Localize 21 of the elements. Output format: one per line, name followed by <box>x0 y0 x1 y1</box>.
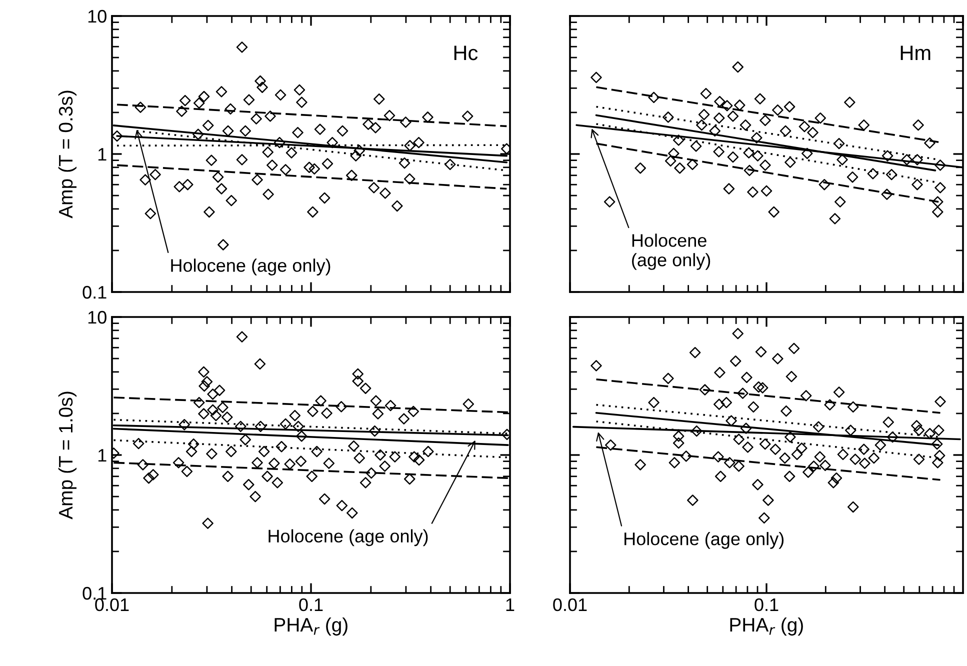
y-tick-label: 1 <box>98 449 106 462</box>
annotation: Holocene (age only) <box>632 234 710 270</box>
annotation: Holocene (age only) <box>171 258 330 276</box>
annotation: Hc <box>454 46 478 60</box>
annotation: Holocene (age only) <box>268 529 428 546</box>
annotation: Hm <box>900 46 930 60</box>
y-tick-label: 0.1 <box>82 586 106 600</box>
x-tick-label: 1 <box>506 598 514 611</box>
y-axis-title: Amp (T = 0.3s) <box>58 90 76 218</box>
x-tick-label: 0.1 <box>754 598 778 612</box>
y-axis-title: Amp (T = 1.0s) <box>58 392 76 520</box>
annotation: Holocene (age only) <box>624 532 784 549</box>
y-tick-label: 1 <box>98 148 106 161</box>
x-tick-label: 0.1 <box>299 598 323 612</box>
x-axis-title: PHA$_{r}$ (g) <box>274 617 348 636</box>
x-axis-title: PHA$_{r}$ (g) <box>730 617 803 636</box>
y-tick-label: 10 <box>88 10 106 23</box>
x-tick-label: 0.01 <box>553 598 587 612</box>
x-tick-label: 0.01 <box>95 598 129 612</box>
y-tick-label: 10 <box>88 310 106 324</box>
y-tick-label: 0.1 <box>82 286 106 299</box>
